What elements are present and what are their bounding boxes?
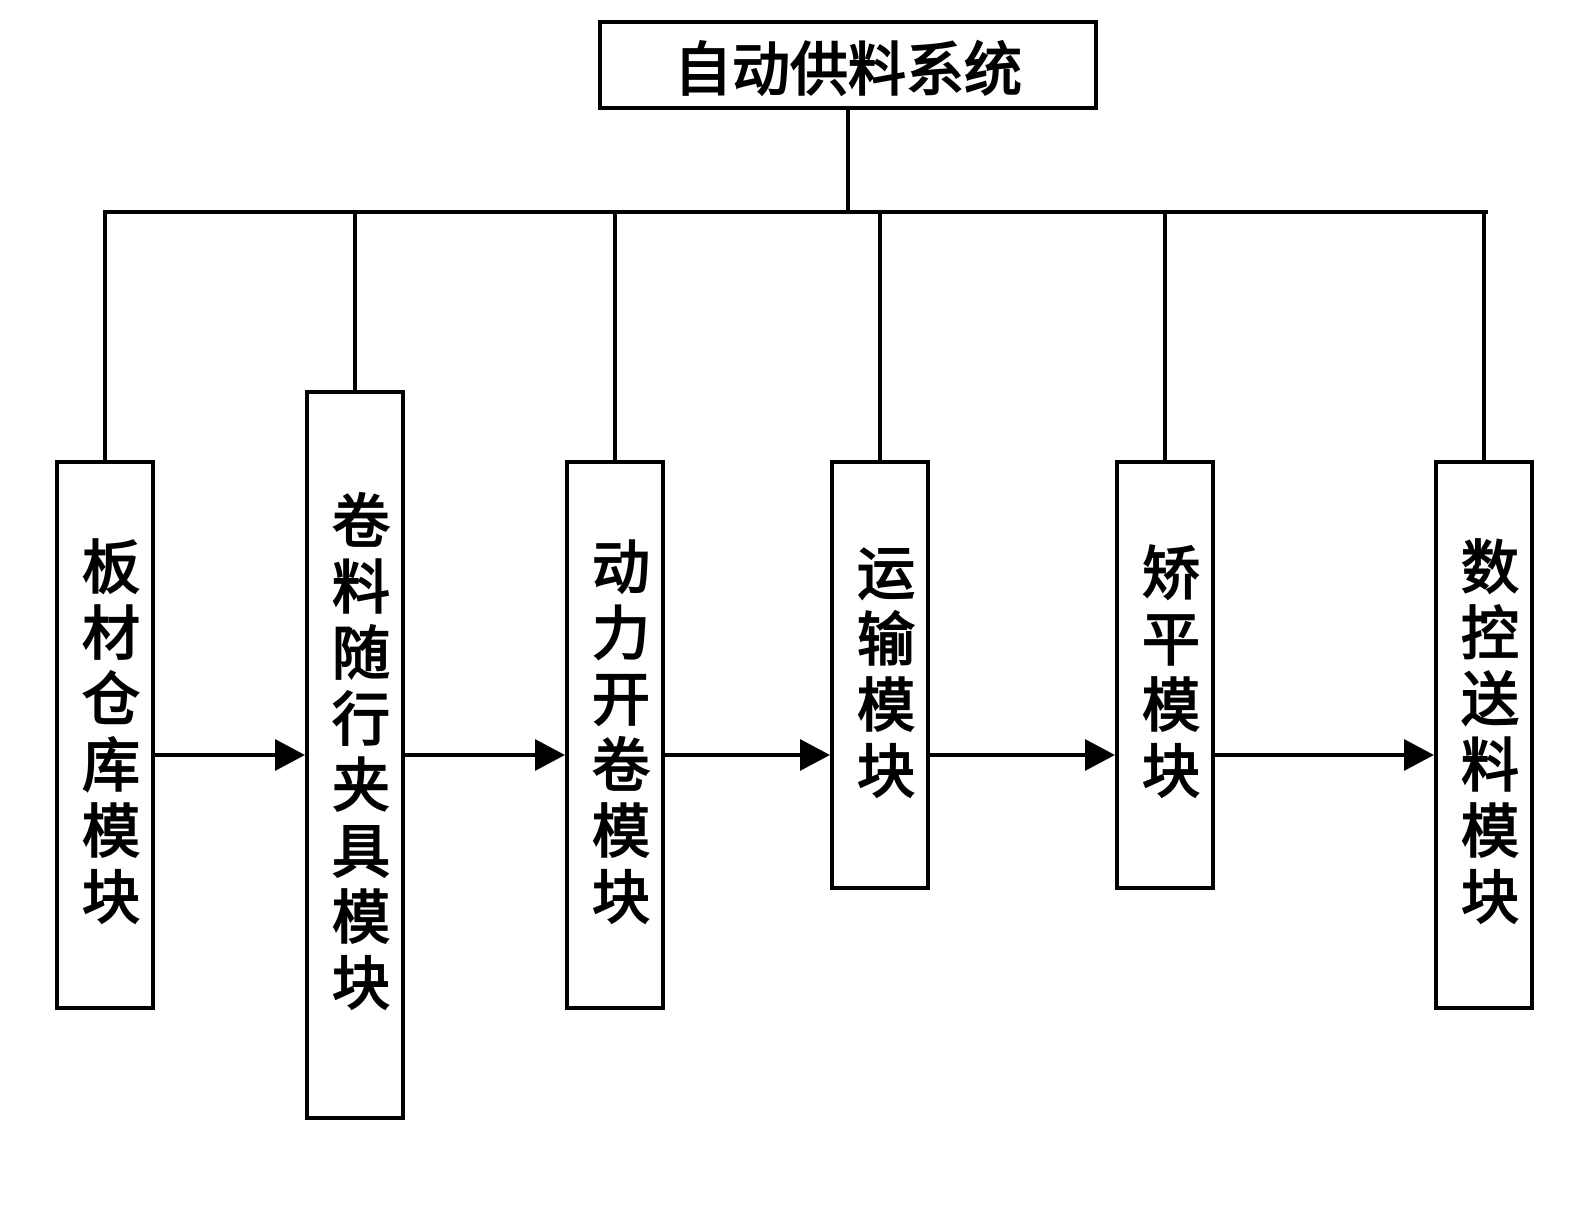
flow-arrow-head-icon (275, 739, 305, 771)
mod2-box: 卷料随行夹具模块 (305, 390, 405, 1120)
mod1-box: 板材仓库模块 (55, 460, 155, 1010)
module-drop-line (613, 210, 617, 460)
flow-arrow-line (665, 753, 804, 757)
flow-arrow-line (155, 753, 279, 757)
mod5-box: 矫平模块 (1115, 460, 1215, 890)
mod4-box: 运输模块 (830, 460, 930, 890)
main-drop-line (846, 110, 850, 210)
mod5-label: 矫平模块 (1123, 543, 1207, 807)
mod3-box: 动力开卷模块 (565, 460, 665, 1010)
flow-arrow-line (930, 753, 1089, 757)
flow-arrow-head-icon (1085, 739, 1115, 771)
title-text: 自动供料系统 (674, 23, 1022, 107)
module-drop-line (103, 210, 107, 460)
flow-arrow-head-icon (1404, 739, 1434, 771)
flow-arrow-head-icon (800, 739, 830, 771)
module-drop-line (1482, 210, 1486, 460)
flow-arrow-line (1215, 753, 1408, 757)
mod4-label: 运输模块 (838, 543, 922, 807)
mod2-label: 卷料随行夹具模块 (313, 491, 397, 1019)
module-drop-line (1163, 210, 1167, 460)
title-box: 自动供料系统 (598, 20, 1098, 110)
mod6-box: 数控送料模块 (1434, 460, 1534, 1010)
horizontal-bus-line (105, 210, 1488, 214)
module-drop-line (878, 210, 882, 460)
mod6-label: 数控送料模块 (1442, 537, 1526, 933)
mod3-label: 动力开卷模块 (573, 537, 657, 933)
module-drop-line (353, 210, 357, 390)
flow-arrow-line (405, 753, 539, 757)
flow-arrow-head-icon (535, 739, 565, 771)
mod1-label: 板材仓库模块 (63, 537, 147, 933)
